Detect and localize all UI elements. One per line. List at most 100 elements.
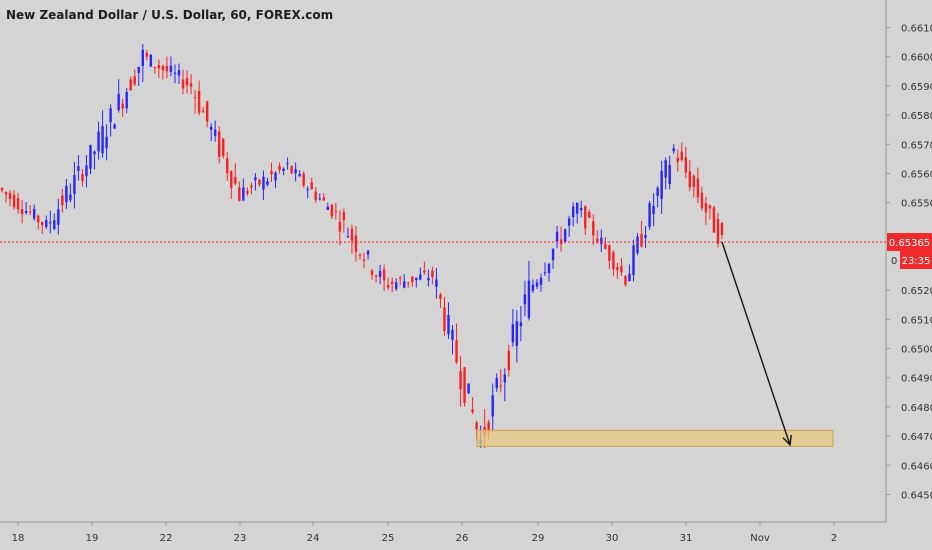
candle-body: [487, 422, 490, 433]
candle-body: [720, 223, 724, 235]
candle-body: [294, 169, 297, 174]
x-tick-label: 19: [86, 533, 99, 544]
candle-body: [688, 171, 692, 188]
candle-body: [342, 212, 346, 221]
candle-body: [419, 274, 422, 280]
candle-body: [390, 281, 394, 284]
candle-body: [632, 245, 635, 275]
candle-body: [193, 97, 197, 99]
candle-body: [571, 206, 575, 218]
candle-body: [640, 233, 643, 247]
candle-body: [584, 206, 587, 229]
candle-body: [230, 171, 233, 188]
candle-body: [201, 111, 205, 113]
x-tick-label: 26: [456, 533, 469, 544]
candle-body: [153, 66, 157, 68]
candle-body: [209, 126, 213, 130]
candle-body: [173, 72, 177, 74]
y-tick-label: 0.64600: [901, 461, 932, 472]
y-tick-label: 0.64900: [901, 374, 932, 385]
candle-body: [362, 259, 366, 261]
candle-body: [93, 151, 96, 155]
candle-body: [447, 314, 450, 334]
candle-body: [696, 178, 700, 198]
candle-body: [503, 374, 506, 383]
candle-body: [660, 170, 663, 199]
candle-body: [189, 83, 193, 87]
bar-countdown: 23:35: [902, 256, 931, 267]
candle-body: [278, 165, 281, 171]
candle-body: [274, 172, 277, 181]
candle-body: [318, 198, 321, 200]
candle-body: [624, 276, 627, 285]
candle-body: [322, 197, 325, 201]
candle-body: [213, 129, 217, 136]
candle-body: [423, 270, 426, 273]
candle-body: [141, 49, 144, 66]
candle-body: [270, 171, 273, 175]
candle-body: [411, 276, 414, 283]
candle-body: [652, 205, 655, 215]
candle-body: [0, 188, 4, 191]
candle-body: [443, 307, 446, 331]
candle-body: [145, 52, 149, 57]
x-tick-label: 25: [382, 533, 395, 544]
candle-body: [535, 282, 539, 287]
x-tick-label: 29: [532, 533, 545, 544]
candle-body: [366, 250, 370, 255]
candle-body: [491, 395, 494, 417]
candle-body: [567, 218, 571, 226]
candle-body: [69, 194, 72, 201]
y-tick-label: 0.66000: [901, 53, 932, 64]
candle-body: [507, 350, 511, 371]
candle-body: [254, 177, 257, 181]
candle-body: [105, 136, 108, 149]
candle-body: [499, 385, 502, 387]
candle-body: [326, 206, 330, 210]
candle-body: [386, 284, 390, 288]
candle-body: [20, 208, 24, 215]
candle-body: [684, 157, 687, 173]
candle-body: [378, 271, 382, 278]
candle-body: [523, 294, 527, 305]
candle-body: [330, 204, 334, 217]
candle-body: [61, 195, 64, 206]
candle-body: [636, 236, 639, 253]
candle-body: [656, 187, 659, 196]
candle-body: [431, 270, 434, 277]
candle-body: [4, 192, 8, 195]
y-tick-label: 0.65900: [901, 82, 932, 93]
candle-body: [314, 191, 317, 200]
candle-body: [101, 126, 104, 154]
candle-body: [680, 151, 683, 160]
candle-body: [668, 164, 671, 184]
candle-body: [543, 272, 547, 274]
x-tick-label: 23: [234, 533, 247, 544]
x-tick-label: 31: [680, 533, 693, 544]
candle-body: [664, 160, 667, 178]
candle-body: [511, 324, 515, 343]
candle-body: [463, 367, 466, 404]
candle-body: [575, 202, 579, 214]
candle-body: [205, 101, 209, 122]
candle-body: [89, 144, 92, 169]
y-tick-label: 0.64700: [901, 432, 932, 443]
candle-body: [41, 221, 44, 226]
y-tick-label: 0.65500: [901, 199, 932, 210]
candle-body: [563, 229, 567, 242]
candle-body: [338, 221, 342, 232]
candle-body: [704, 203, 708, 213]
candle-body: [712, 207, 716, 233]
candle-body: [24, 211, 28, 213]
y-tick-label: 0.65000: [901, 345, 932, 356]
projection-arrow-head: [782, 434, 792, 447]
candle-body: [415, 277, 418, 281]
support-zone-rect: [476, 429, 834, 447]
candle-body: [692, 175, 696, 187]
candle-body: [394, 282, 398, 290]
x-tick-label: Nov: [750, 533, 770, 544]
candle-body: [262, 176, 265, 190]
candle-body: [346, 236, 350, 238]
